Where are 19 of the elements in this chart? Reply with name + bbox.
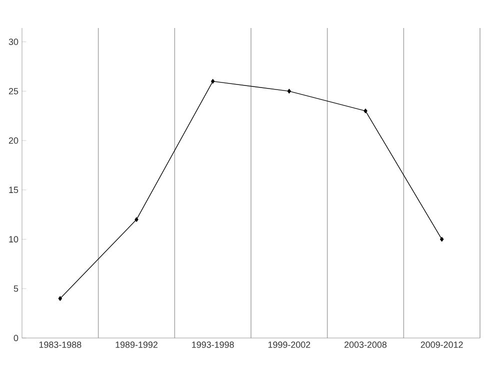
x-tick-label: 1983-1988 [39,342,82,348]
y-tick-label: 5 [14,286,18,292]
y-tick-label: 15 [9,186,18,194]
y-tick-label: 0 [14,334,18,342]
point [364,108,368,114]
y-tick-label: 30 [8,38,18,45]
y-tick-label: 20 [8,137,18,144]
point [58,296,62,301]
point [134,217,138,222]
x-tick-label: 1999-2002 [268,342,310,348]
y-tick-label: 25 [8,88,18,94]
point [440,236,444,242]
x-tick-label: 1989-1992 [116,342,158,348]
x-tick-label: 1993-1998 [192,342,234,348]
y-tick-label: 10 [9,236,18,242]
x-tick-label: 2009-2012 [420,342,463,348]
point [210,78,215,84]
point [287,88,292,94]
x-tick-label: 2003-2008 [344,342,387,348]
